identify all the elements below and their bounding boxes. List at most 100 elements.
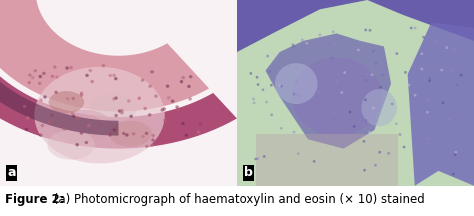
Ellipse shape: [404, 71, 407, 74]
Ellipse shape: [374, 62, 377, 65]
Ellipse shape: [145, 145, 148, 148]
Ellipse shape: [43, 95, 47, 99]
Ellipse shape: [371, 143, 374, 146]
Ellipse shape: [292, 58, 382, 136]
Ellipse shape: [460, 74, 463, 76]
Ellipse shape: [47, 130, 95, 160]
Ellipse shape: [318, 91, 320, 93]
Text: Figure 2:: Figure 2:: [5, 193, 64, 206]
Text: b: b: [244, 167, 253, 179]
Ellipse shape: [364, 98, 367, 101]
Ellipse shape: [122, 132, 126, 135]
Ellipse shape: [163, 107, 166, 111]
Ellipse shape: [270, 84, 273, 87]
Ellipse shape: [395, 52, 398, 55]
Ellipse shape: [141, 78, 145, 82]
Ellipse shape: [414, 27, 417, 29]
Ellipse shape: [455, 83, 458, 86]
Ellipse shape: [55, 91, 58, 94]
Ellipse shape: [357, 49, 360, 51]
Ellipse shape: [38, 82, 42, 85]
Ellipse shape: [180, 80, 183, 83]
Ellipse shape: [256, 157, 259, 160]
Polygon shape: [0, 0, 237, 149]
Ellipse shape: [403, 146, 406, 148]
Ellipse shape: [255, 76, 258, 79]
Ellipse shape: [143, 107, 147, 110]
Ellipse shape: [349, 111, 352, 113]
Ellipse shape: [374, 164, 377, 167]
Ellipse shape: [453, 48, 456, 50]
Ellipse shape: [71, 112, 74, 116]
Ellipse shape: [372, 50, 375, 52]
Ellipse shape: [26, 116, 29, 120]
Ellipse shape: [411, 64, 414, 67]
Ellipse shape: [109, 74, 112, 77]
Ellipse shape: [80, 132, 83, 135]
Ellipse shape: [292, 43, 294, 46]
Ellipse shape: [72, 97, 75, 100]
Ellipse shape: [291, 132, 294, 134]
Ellipse shape: [428, 77, 431, 80]
Ellipse shape: [114, 77, 118, 80]
Ellipse shape: [426, 111, 429, 114]
Ellipse shape: [292, 93, 295, 95]
Ellipse shape: [161, 108, 164, 112]
Ellipse shape: [414, 94, 417, 97]
Text: a: a: [7, 167, 16, 179]
Ellipse shape: [80, 94, 83, 97]
Ellipse shape: [39, 133, 43, 137]
Ellipse shape: [256, 83, 259, 86]
Ellipse shape: [120, 109, 124, 112]
Ellipse shape: [176, 108, 180, 111]
Text: (a) Photomicrograph of haematoxylin and eosin (× 10) stained: (a) Photomicrograph of haematoxylin and …: [50, 193, 425, 206]
Ellipse shape: [66, 97, 69, 100]
Ellipse shape: [393, 50, 396, 53]
Ellipse shape: [114, 97, 118, 100]
Ellipse shape: [72, 114, 75, 118]
Ellipse shape: [51, 75, 54, 78]
Ellipse shape: [48, 91, 84, 113]
Ellipse shape: [428, 79, 431, 82]
Ellipse shape: [332, 111, 335, 114]
Ellipse shape: [266, 55, 269, 57]
Ellipse shape: [313, 160, 316, 163]
Ellipse shape: [163, 119, 167, 122]
Ellipse shape: [297, 94, 300, 97]
Ellipse shape: [382, 73, 384, 76]
Ellipse shape: [166, 84, 169, 88]
Ellipse shape: [53, 65, 56, 69]
Ellipse shape: [175, 105, 179, 109]
Ellipse shape: [41, 124, 44, 127]
Ellipse shape: [113, 128, 116, 132]
Ellipse shape: [184, 133, 188, 137]
Ellipse shape: [34, 67, 165, 164]
Ellipse shape: [420, 52, 423, 55]
Ellipse shape: [442, 102, 445, 104]
Ellipse shape: [278, 162, 281, 165]
FancyBboxPatch shape: [0, 0, 237, 186]
Ellipse shape: [399, 133, 401, 136]
Ellipse shape: [279, 84, 282, 87]
Ellipse shape: [379, 86, 382, 89]
Ellipse shape: [378, 151, 381, 154]
Ellipse shape: [252, 98, 255, 100]
Ellipse shape: [363, 140, 365, 143]
Ellipse shape: [249, 72, 252, 75]
Ellipse shape: [53, 110, 112, 143]
Ellipse shape: [269, 70, 272, 73]
Ellipse shape: [381, 72, 384, 75]
Ellipse shape: [408, 84, 410, 86]
Ellipse shape: [292, 131, 295, 133]
Ellipse shape: [292, 45, 295, 48]
Ellipse shape: [167, 96, 171, 99]
Ellipse shape: [25, 128, 28, 131]
Ellipse shape: [132, 132, 136, 135]
Ellipse shape: [448, 118, 451, 121]
Ellipse shape: [38, 75, 42, 78]
Ellipse shape: [75, 143, 79, 146]
Ellipse shape: [391, 103, 394, 105]
Ellipse shape: [369, 29, 372, 32]
Ellipse shape: [305, 42, 308, 45]
Ellipse shape: [375, 173, 378, 175]
